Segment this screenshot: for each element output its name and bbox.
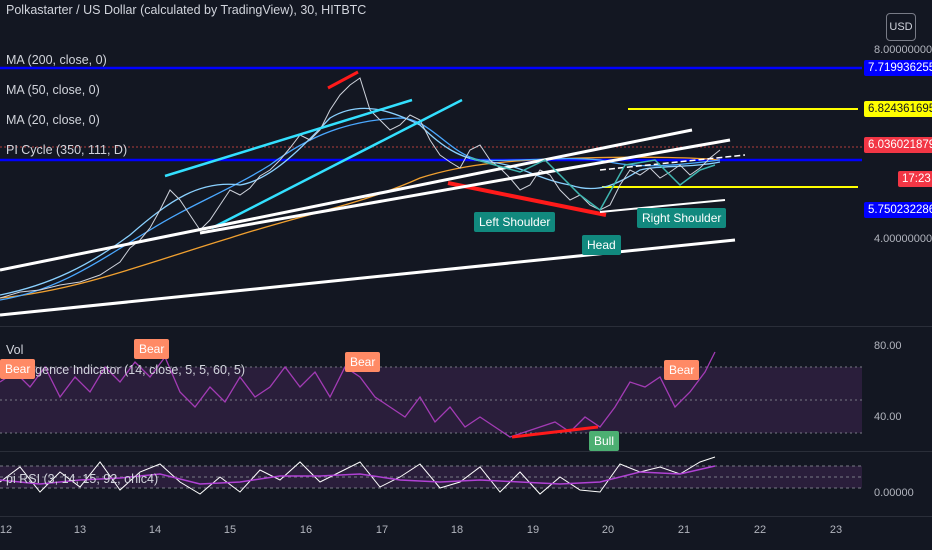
time-tick-16: 16 [299,524,313,536]
white-trendline-1 [0,128,693,272]
bull-label: Bull [589,431,620,451]
price-chart-canvas[interactable] [0,0,862,325]
cyan-channel-upper [164,98,413,178]
ma50-line [0,117,721,301]
price-candles [0,77,721,299]
divergence-chart-canvas[interactable] [0,327,862,451]
bear-label-4: Bear [664,360,700,380]
rsi-tick-80: 80.00 [874,340,902,352]
pirsi-purple-line [0,465,716,485]
legend-ma50[interactable]: MA (50, close, 0) [6,83,100,97]
pirsi-pane[interactable]: pi RSI (3, 14, 15, 92, ohlc4) [0,452,862,516]
price-tick-top: 8.000000000 [874,44,932,56]
pirsi-axis[interactable]: 0.00000 [862,452,932,516]
divergence-axis[interactable]: 80.00 40.00 [862,327,932,451]
legend-vol[interactable]: Vol [6,343,24,357]
pirsi-chart-canvas[interactable] [0,452,862,516]
bear-label-3: Bear [345,352,381,372]
white-trendline-4 [599,199,726,213]
white-trendline-2 [199,138,731,235]
white-trendline-3 [0,238,736,317]
time-tick-17: 17 [375,524,389,536]
chart-title: Polkastarter / US Dollar (calculated by … [6,3,367,17]
cyan-channel-lower [211,98,463,230]
time-tick-22: 22 [753,524,767,536]
time-tick-12: 12 [0,524,13,536]
currency-button[interactable]: USD [886,13,916,41]
price-tag-blue-bottom: 5.750232286 [864,202,932,218]
time-tick-20: 20 [601,524,615,536]
legend-ma20[interactable]: MA (20, close, 0) [6,113,100,127]
price-tag-current: 6.036021879 [864,137,932,153]
head-label: Head [582,235,621,255]
price-tag-countdown: 17:23 [898,171,932,187]
right-shoulder-label: Right Shoulder [637,208,727,228]
time-tick-18: 18 [450,524,464,536]
rsi-tick-40: 40.00 [874,411,902,423]
red-divergence-line [511,425,599,439]
pane-separator-3 [0,516,932,517]
ma200-line [0,156,721,299]
bear-label-1: Bear [0,359,36,379]
legend-ma200[interactable]: MA (200, close, 0) [6,53,107,67]
left-shoulder-label: Left Shoulder [474,212,556,232]
white-dashed-neck [599,154,746,171]
red-neckline-1 [447,181,607,217]
time-axis[interactable]: 12 13 14 15 16 17 18 19 20 21 22 23 [0,517,862,550]
price-axis[interactable]: USD 8.000000000 4.000000000 [862,0,932,325]
time-tick-14: 14 [148,524,162,536]
price-tag-blue-top: 7.719936255 [864,60,932,76]
time-tick-15: 15 [223,524,237,536]
legend-divergence[interactable]: Divergence Indicator (14, close, 5, 5, 6… [6,363,246,377]
ma20-line [0,107,721,296]
time-tick-23: 23 [829,524,843,536]
pane-separator-1[interactable] [0,326,932,327]
divergence-pane[interactable]: Vol Divergence Indicator (14, close, 5, … [0,327,862,451]
legend-pi-rsi[interactable]: pi RSI (3, 14, 15, 92, ohlc4) [6,472,159,486]
pirsi-tick-0: 0.00000 [874,487,914,499]
price-tag-yellow: 6.824361695 [864,101,932,117]
pirsi-white-line [0,456,716,495]
time-tick-13: 13 [73,524,87,536]
bear-label-2: Bear [134,339,170,359]
price-pane[interactable]: Polkastarter / US Dollar (calculated by … [0,0,862,325]
rsi-line [0,351,716,438]
time-tick-19: 19 [526,524,540,536]
price-tick-4: 4.000000000 [874,233,932,245]
time-tick-21: 21 [677,524,691,536]
hs-pattern-line [469,157,716,212]
red-peak-line [327,70,359,90]
legend-pi-cycle[interactable]: PI Cycle (350, 111, D) [6,143,128,157]
pane-separator-2[interactable] [0,451,932,452]
